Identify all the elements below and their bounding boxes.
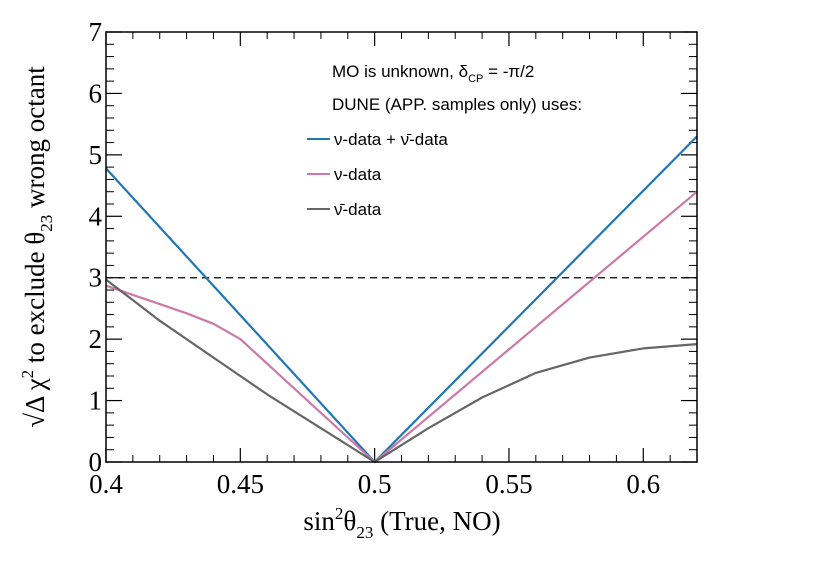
- y-tick-label: 4: [89, 201, 103, 231]
- series-line-nu: [105, 190, 698, 464]
- svg-text:√Δ χ2 to exclude θ23 wrong oct: √Δ χ2 to exclude θ23 wrong octant: [18, 66, 56, 428]
- x-tick-label: 0.6: [626, 469, 660, 499]
- y-tick-label: 6: [89, 78, 103, 108]
- annotation-line-1: MO is unknown, δCP = -π/2: [332, 62, 534, 85]
- y-axis-title: √Δ χ2 to exclude θ23 wrong octant: [18, 66, 56, 428]
- series-group: [105, 135, 698, 464]
- y-tick-label: 7: [89, 17, 103, 47]
- legend-label-nu: ν-data: [334, 165, 382, 184]
- tick-labels: 0.4 0.45 0.5 0.55 0.6 0 1 2 3 4 5 6 7: [89, 17, 661, 499]
- series-line-antinu: [105, 278, 698, 464]
- plot-frame: [105, 31, 698, 463]
- series-line-nu-antinu: [105, 135, 698, 464]
- y-tick-label: 1: [89, 386, 103, 416]
- annotation: MO is unknown, δCP = -π/2 DUNE (APP. sam…: [332, 62, 582, 114]
- x-axis-title: sin2θ23 (True, NO): [303, 504, 500, 542]
- x-tick-label: 0.55: [485, 469, 532, 499]
- x-tick-label: 0.4: [89, 469, 123, 499]
- annotation-line-2: DUNE (APP. samples only) uses:: [332, 95, 582, 114]
- legend-label-antinu: ν̄-data: [334, 200, 382, 219]
- y-tick-label: 5: [89, 140, 103, 170]
- x-tick-label: 0.5: [358, 469, 392, 499]
- x-tick-label: 0.45: [217, 469, 264, 499]
- y-tick-label: 3: [89, 263, 103, 293]
- legend-label-nu-antinu: ν-data + ν̄-data: [334, 130, 448, 149]
- y-tick-label: 0: [89, 447, 103, 477]
- legend: ν-data + ν̄-data ν-data ν̄-data: [307, 130, 448, 219]
- y-tick-label: 2: [89, 324, 103, 354]
